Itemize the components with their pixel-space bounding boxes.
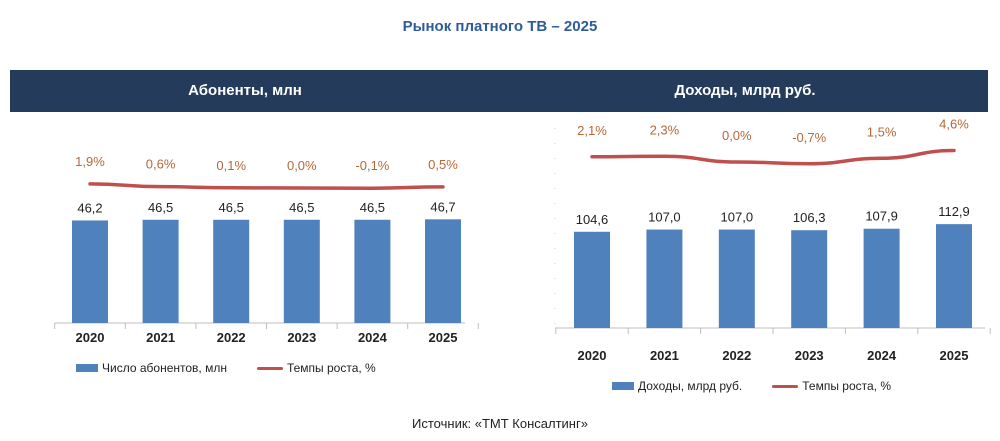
- bar: [791, 230, 828, 328]
- growth-rate-label: 0,0%: [722, 128, 752, 143]
- legend-bar-label: Доходы, млрд руб.: [638, 379, 743, 393]
- right-chart-title: Доходы, млрд руб.: [674, 82, 816, 99]
- bar-value-label: 107,0: [648, 210, 681, 225]
- legend-bar-swatch: [612, 382, 634, 390]
- growth-rate-label: 2,1%: [577, 123, 607, 138]
- bar: [863, 228, 900, 328]
- bar-value-label: 46,5: [219, 200, 244, 215]
- left-chart-title: Абоненты, млн: [188, 82, 302, 99]
- growth-rate-line: [590, 148, 956, 166]
- growth-rate-label: 1,9%: [75, 154, 105, 169]
- x-tick-label: 2024: [867, 348, 897, 363]
- growth-rate-label: -0,1%: [355, 158, 389, 173]
- x-tick-label: 2024: [358, 330, 388, 345]
- x-tick-label: 2025: [940, 348, 969, 363]
- bar: [936, 224, 972, 328]
- growth-rate-label: 0,5%: [428, 157, 458, 172]
- x-tick-label: 2022: [722, 348, 751, 363]
- page-title: Рынок платного ТВ – 2025: [402, 18, 598, 35]
- bar-value-label: 46,5: [148, 200, 173, 215]
- bar-value-label: 107,0: [721, 210, 754, 225]
- bar: [213, 219, 250, 323]
- bar-value-label: 112,9: [938, 204, 970, 219]
- growth-rate-label: 4,6%: [939, 117, 969, 132]
- legend-line-swatch: [256, 366, 283, 370]
- x-tick-label: 2020: [76, 330, 105, 345]
- x-tick-label: 2023: [795, 348, 824, 363]
- x-tick-label: 2021: [146, 330, 175, 345]
- legend-bar-label: Число абонентов, млн: [102, 361, 227, 375]
- bar: [646, 229, 683, 328]
- bar-value-label: 107,9: [865, 209, 898, 224]
- growth-rate-label: 1,5%: [867, 124, 897, 139]
- left-legend: Число абонентов, млн Темпы роста, %: [76, 361, 376, 375]
- legend-line-swatch: [772, 384, 799, 388]
- bar-value-label: 46,2: [77, 200, 102, 215]
- x-tick-label: 2020: [578, 348, 607, 363]
- x-tick-label: 2023: [287, 330, 316, 345]
- bar-value-label: 46,5: [360, 200, 385, 215]
- growth-rate-label: 0,0%: [287, 158, 317, 173]
- bar: [718, 229, 755, 328]
- bar: [425, 219, 461, 323]
- bar-value-label: 104,6: [576, 212, 609, 227]
- growth-rate-label: 0,1%: [216, 158, 246, 173]
- legend-bar-swatch: [76, 364, 98, 372]
- bar-value-label: 106,3: [793, 210, 826, 225]
- x-tick-label: 2025: [429, 330, 458, 345]
- x-tick-label: 2021: [650, 348, 679, 363]
- source-note: Источник: «ТМТ Консалтинг»: [412, 416, 588, 431]
- bar: [72, 220, 108, 323]
- bar: [354, 219, 391, 323]
- legend-line-label: Темпы роста, %: [286, 361, 376, 375]
- growth-rate-label: 2,3%: [650, 122, 680, 137]
- right-legend: Доходы, млрд руб. Темпы роста, %: [612, 379, 891, 393]
- growth-rate-label: 0,6%: [146, 157, 176, 172]
- bar: [142, 219, 179, 323]
- growth-rate-label: -0,7%: [792, 130, 826, 145]
- bar-value-label: 46,5: [289, 200, 314, 215]
- x-tick-label: 2022: [217, 330, 246, 345]
- bar: [574, 231, 610, 328]
- growth-rate-line: [88, 182, 445, 190]
- bar-value-label: 46,7: [430, 199, 455, 214]
- bar: [283, 219, 320, 323]
- legend-line-label: Темпы роста, %: [802, 379, 892, 393]
- header-bar: [10, 70, 988, 112]
